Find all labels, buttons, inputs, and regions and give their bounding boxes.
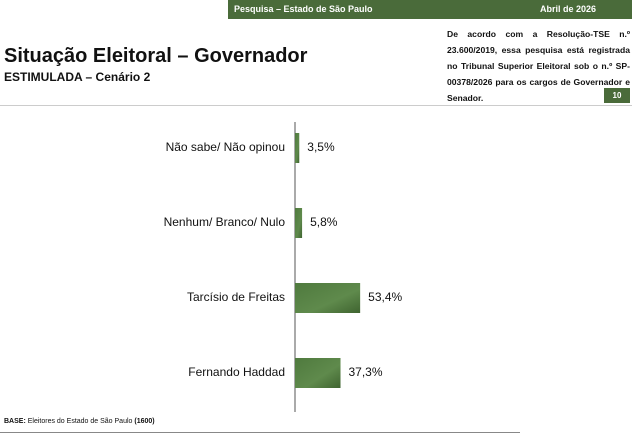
value-label: 53,4%	[368, 290, 402, 304]
footer-line	[0, 432, 520, 433]
registration-note: De acordo com a Resolução-TSE n.º 23.600…	[447, 29, 630, 103]
category-label: Nenhum/ Branco/ Nulo	[164, 215, 286, 229]
banner: Pesquisa – Estado de São Paulo Abril de …	[228, 0, 632, 19]
bar	[295, 358, 341, 388]
survey-name: Pesquisa – Estado de São Paulo	[234, 4, 373, 14]
base-text: Eleitores do Estado de São Paulo	[27, 418, 133, 425]
chart-subtitle: ESTIMULADA – Cenário 2	[4, 70, 151, 84]
base-n: (1600)	[134, 418, 155, 425]
chart-title: Situação Eleitoral – Governador	[4, 45, 308, 67]
base-label: BASE:	[4, 418, 26, 425]
survey-date: Abril de 2026	[540, 4, 597, 14]
value-label: 37,3%	[349, 365, 383, 379]
base-note: BASE: Eleitores do Estado de São Paulo (…	[4, 418, 155, 425]
divider	[0, 105, 632, 106]
category-label: Não sabe/ Não opinou	[166, 140, 285, 154]
bar	[295, 283, 361, 313]
value-label: 3,5%	[307, 140, 335, 154]
category-label: Fernando Haddad	[188, 365, 285, 379]
page-number: 10	[604, 88, 630, 103]
category-label: Tarcísio de Freitas	[187, 290, 285, 304]
bar	[295, 133, 300, 163]
value-label: 5,8%	[310, 215, 338, 229]
bar	[295, 208, 303, 238]
